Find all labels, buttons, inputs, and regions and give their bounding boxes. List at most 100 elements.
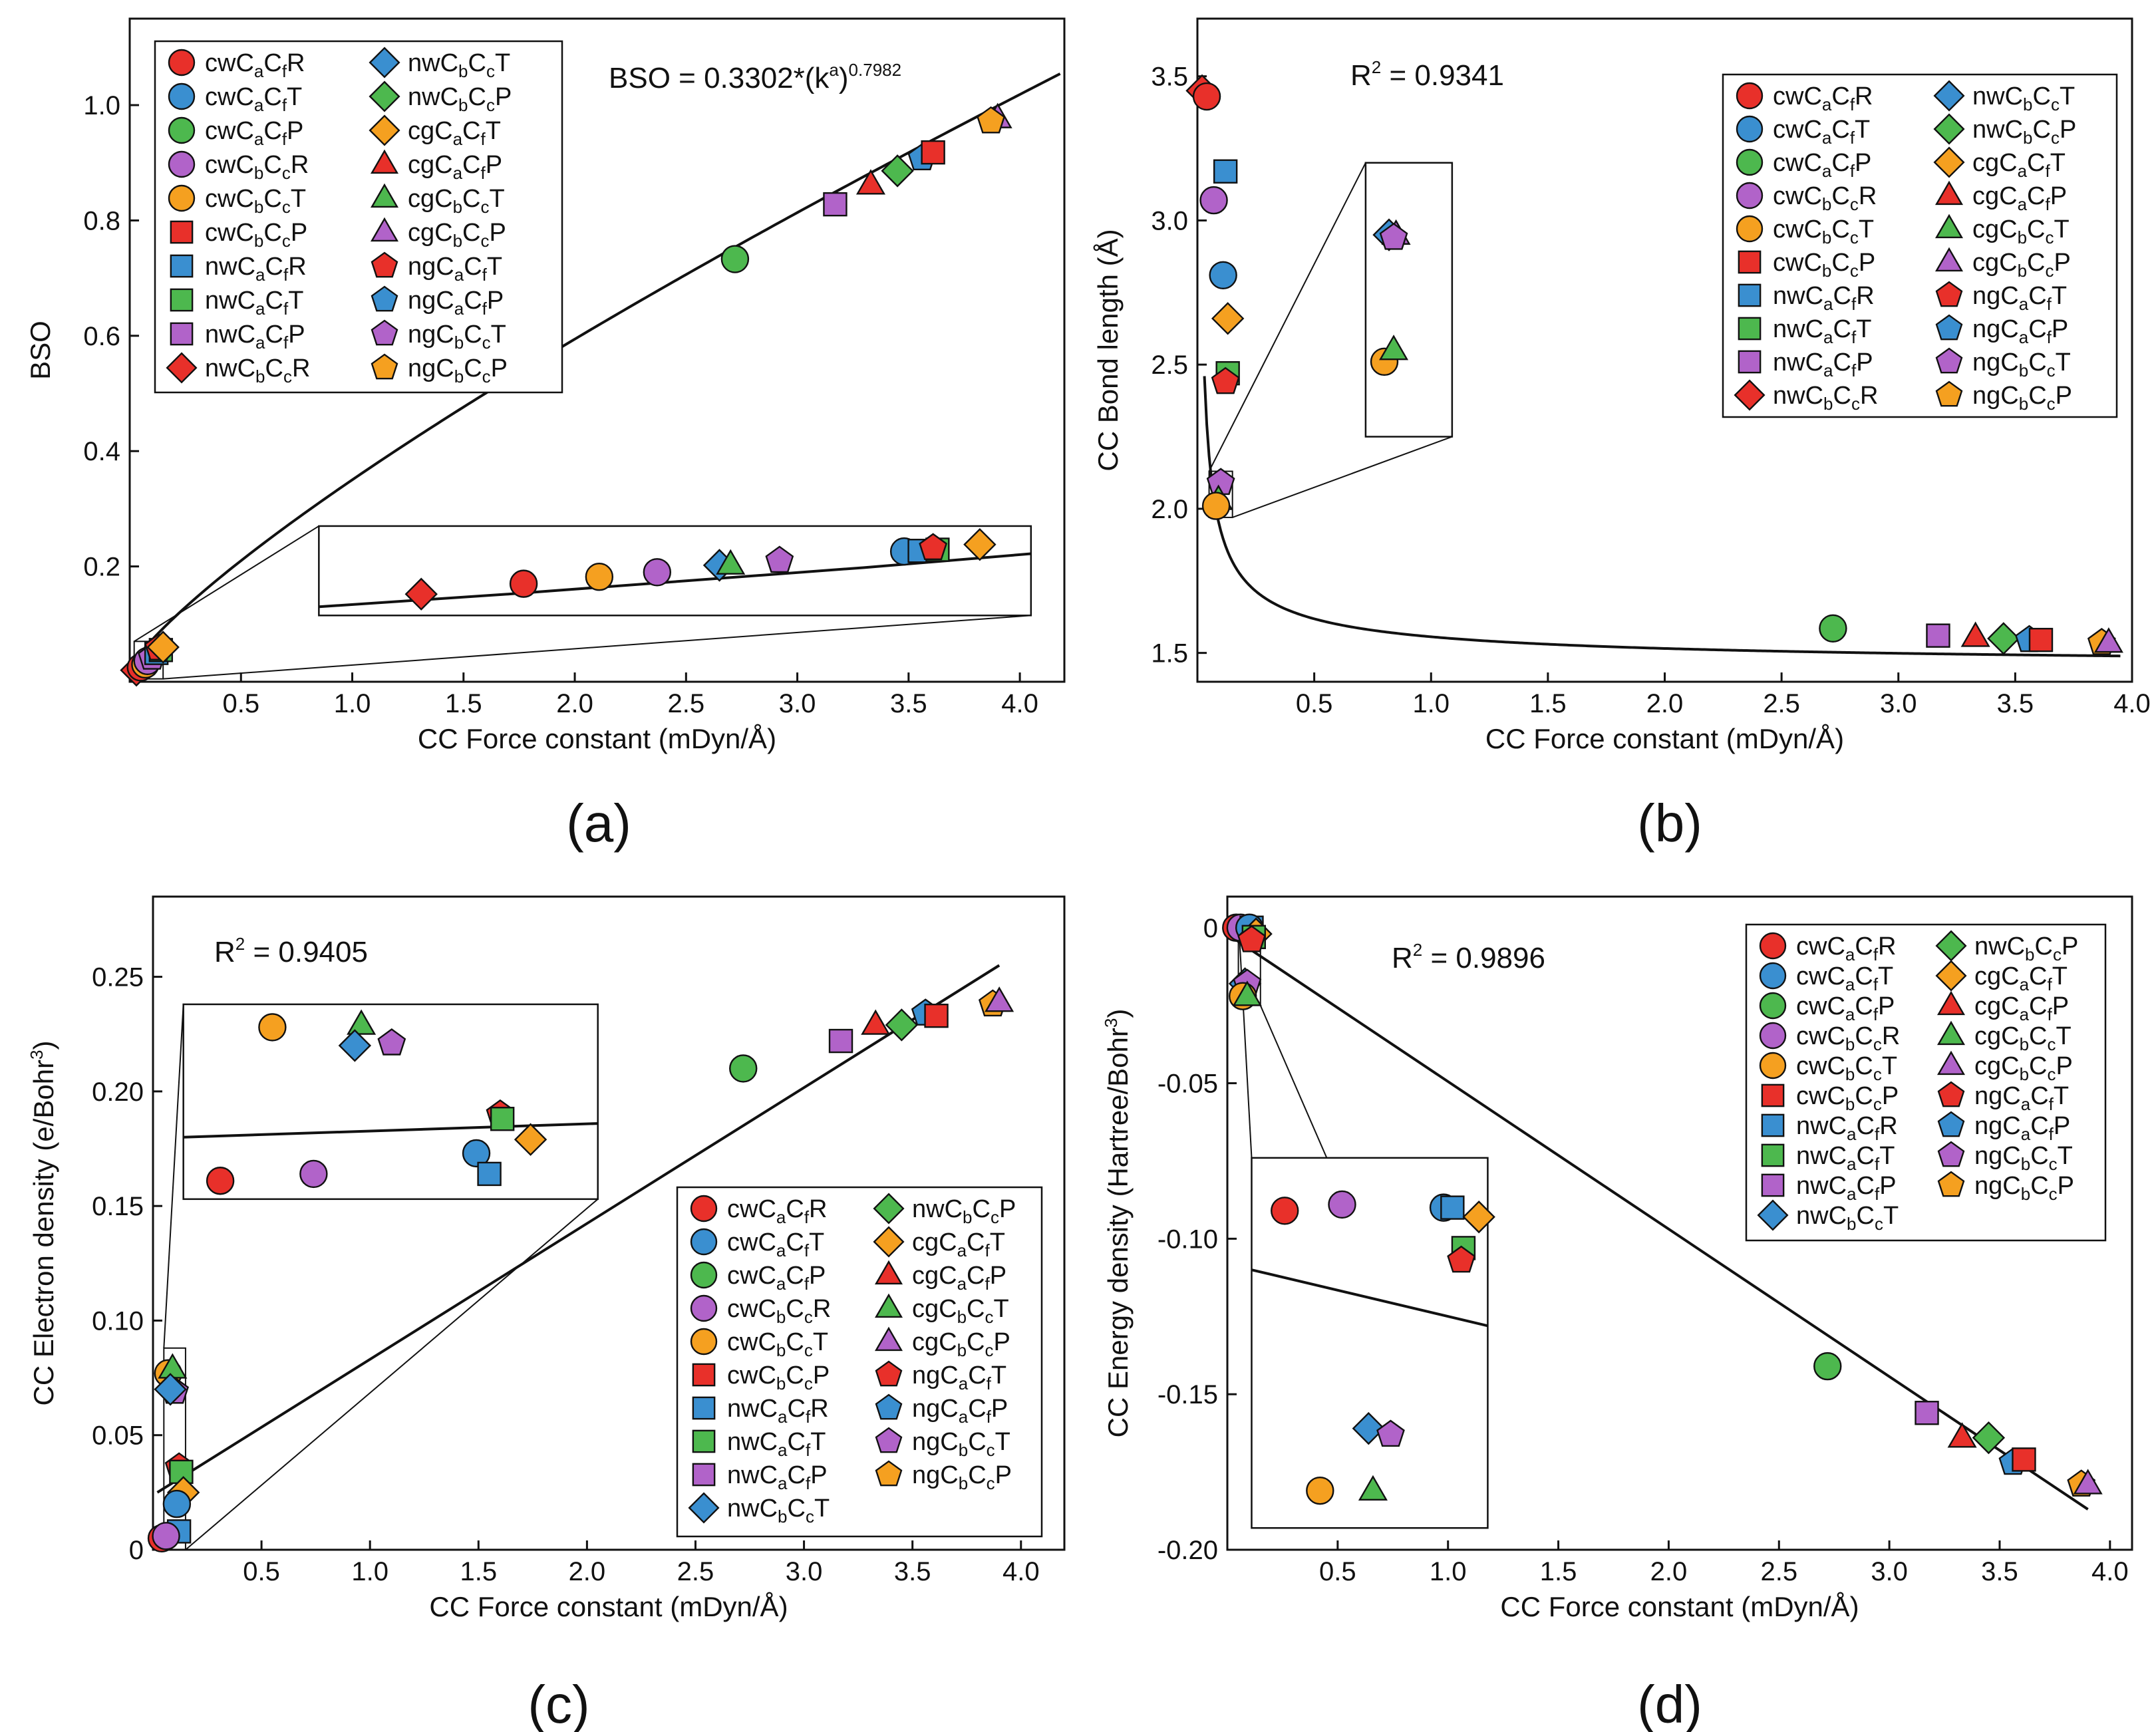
inset-point-cgCaCfT	[1462, 1200, 1495, 1234]
x-tick-label: 3.5	[1997, 689, 2034, 718]
legend-label-cwCaCfT: cwCaCfT	[1796, 962, 1893, 994]
point-cgCbCcP	[985, 986, 1014, 1012]
legend-marker-ngCaCfT	[1937, 1081, 1965, 1107]
legend-marker-nwCaCfR	[1738, 283, 1762, 307]
legend-marker-ngCaCfP	[875, 1393, 903, 1420]
legend-marker-cgCbCcP	[1934, 247, 1964, 272]
x-tick-label: 1.0	[1430, 1557, 1467, 1586]
x-tick-label: 2.5	[668, 689, 705, 718]
inset-point-ngCbCcT	[1376, 1419, 1405, 1447]
x-tick-label: 2.0	[1646, 689, 1684, 718]
legend-marker-nwCbCcR	[1734, 379, 1766, 411]
legend-label-cwCaCfR: cwCaCfR	[205, 49, 305, 81]
legend-marker-ngCbCcP	[875, 1460, 903, 1487]
x-axis-title: CC Force constant (mDyn/Å)	[429, 1591, 788, 1622]
point-nwCaCfP	[1915, 1401, 1939, 1425]
legend-marker-cwCbCcP	[1738, 250, 1762, 274]
x-tick-label: 1.0	[351, 1557, 388, 1586]
inset-point-cgCbCcT	[1379, 335, 1409, 361]
legend-marker-cwCbCcP	[170, 220, 194, 244]
fit-line	[156, 964, 1001, 1494]
legend-label-ngCaCfP: ngCaCfP	[1972, 315, 2068, 347]
point-ngCaCfT	[1237, 925, 1266, 952]
legend-label-cwCbCcR: cwCbCcR	[1773, 182, 1877, 214]
point-ngCaCfT	[1211, 366, 1240, 394]
legend-label-cgCbCcT: cgCbCcT	[912, 1295, 1009, 1327]
legend-label-cgCaCfT: cgCaCfT	[1972, 149, 2066, 181]
x-tick-label: 3.0	[1871, 1557, 1908, 1586]
point-cwCaCfP	[1813, 1352, 1842, 1381]
y-tick-label: 0.15	[92, 1192, 144, 1221]
x-tick-label: 1.5	[1540, 1557, 1577, 1586]
x-tick-label: 3.0	[1880, 689, 1917, 718]
legend-marker-ngCbCcT	[1937, 1141, 1965, 1167]
legend-label-cgCbCcP: cgCbCcP	[408, 219, 506, 251]
panel-b: 0.5 1.0 1.5 2.0 2.5 3.0 3.5 4.0 1.5 2.0 2.5 3.0 3.5 C…	[1092, 17, 2151, 853]
legend-marker-nwCbCcT	[369, 47, 400, 78]
panel-label: (b)	[1637, 794, 1702, 853]
legend-marker-cgCbCcP	[370, 217, 399, 242]
legend-marker-cwCaCfT	[690, 1228, 718, 1256]
legend-marker-cgCaCfP	[370, 149, 399, 174]
x-tick-label: 1.0	[334, 689, 371, 718]
panel-label: (d)	[1637, 1675, 1702, 1732]
inset-point-cwCbCcR	[299, 1159, 328, 1189]
point-nwCaCfP	[828, 1028, 853, 1054]
point-nwCbCcP	[1987, 622, 2020, 655]
fit-annotation: BSO = 0.3302*(ka)0.7982	[609, 60, 901, 94]
legend-marker-nwCbCcP	[873, 1193, 905, 1225]
legend-marker-nwCbCcP	[369, 80, 400, 112]
y-tick-label: 0.20	[92, 1078, 144, 1107]
legend-marker-nwCaCfP	[1738, 350, 1762, 374]
point-cgCbCcP	[2073, 1469, 2103, 1495]
point-cwCaCfR	[1192, 82, 1221, 111]
legend-marker-cgCbCcT	[370, 183, 399, 208]
legend-marker-cgCbCcT	[874, 1293, 903, 1318]
legend-label-nwCaCfP: nwCaCfP	[727, 1461, 828, 1493]
legend-label-cgCbCcP: cgCbCcP	[1974, 1052, 2073, 1084]
y-tick-label: 2.5	[1151, 351, 1188, 380]
legend-marker-nwCaCfP	[170, 322, 194, 346]
inset-point-cwCbCcT	[585, 563, 614, 591]
point-cgCaCfP	[1947, 1422, 1977, 1448]
legend-box	[1745, 923, 2107, 1242]
x-axis-title: CC Force constant (mDyn/Å)	[1485, 723, 1844, 754]
x-tick-label: 0.5	[222, 689, 259, 718]
plot-frame	[1226, 895, 2133, 1551]
legend-marker-cwCbCcR	[1759, 1022, 1787, 1050]
legend-marker-cwCaCfT	[1736, 115, 1764, 143]
legend-label-cgCbCcP: cgCbCcP	[912, 1328, 1010, 1360]
legend-box	[1722, 73, 2118, 418]
zoom-connector	[1208, 162, 1366, 472]
inset-point-ngCaCfT	[919, 533, 948, 561]
legend-marker-cwCaCfP	[1759, 992, 1787, 1020]
y-tick-label: -0.20	[1157, 1536, 1218, 1565]
legend-marker-cwCaCfR	[690, 1195, 718, 1223]
point-nwCbCcT	[154, 1373, 187, 1406]
legend-label-ngCbCcT: ngCbCcT	[1974, 1142, 2073, 1174]
inset-point-nwCbCcT	[338, 1029, 372, 1062]
legend-label-cwCaCfR: cwCaCfR	[1773, 82, 1873, 114]
y-tick-label: 0.05	[92, 1421, 144, 1451]
legend-label-ngCaCfT: ngCaCfT	[1974, 1082, 2069, 1114]
x-tick-label: 0.5	[1296, 689, 1333, 718]
point-cgCaCfP	[855, 169, 885, 195]
zoom-connector	[185, 1199, 599, 1550]
legend-marker-ngCaCfP	[371, 285, 398, 312]
legend-marker-cwCaCfR	[1736, 82, 1764, 110]
legend-marker-cgCaCfT	[1935, 960, 1967, 992]
zoom-connector	[1237, 918, 1253, 1158]
x-axis-title: CC Force constant (mDyn/Å)	[418, 723, 776, 754]
point-cwCbCcP	[2012, 1447, 2036, 1472]
legend-marker-nwCaCfR	[1761, 1113, 1785, 1137]
inset-point-cwCbCcR	[643, 558, 672, 587]
legend-marker-cwCbCcR	[1736, 182, 1764, 210]
x-tick-label: 0.5	[1319, 1557, 1356, 1586]
inset-point-nwCbCcT	[1352, 1411, 1385, 1445]
point-cgCaCfT	[1211, 302, 1245, 335]
legend-label-cwCbCcT: cwCbCcT	[1796, 1052, 1897, 1084]
legend-marker-cwCbCcR	[690, 1294, 718, 1322]
legend-label-ngCaCfT: ngCaCfT	[1972, 282, 2067, 314]
x-tick-label: 3.5	[894, 1557, 931, 1586]
legend-marker-cwCaCfR	[1759, 932, 1787, 960]
